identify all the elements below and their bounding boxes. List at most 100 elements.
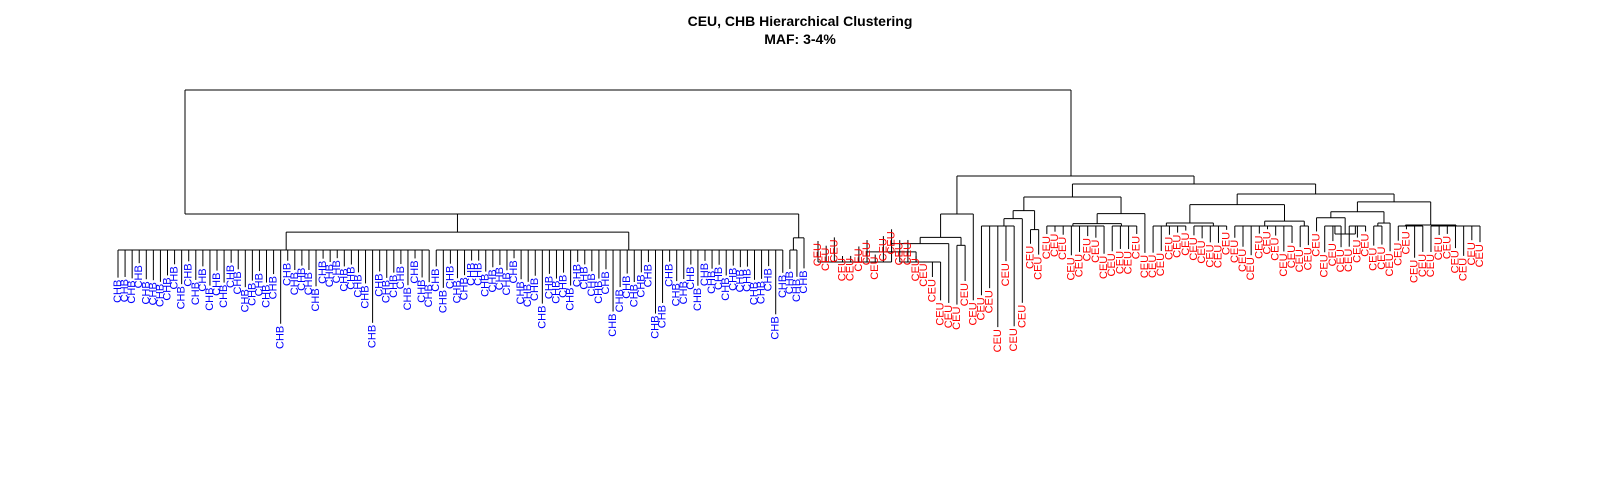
leaf-label-ceu-119: CEU xyxy=(984,290,996,313)
leaf-label-ceu-121: CEU xyxy=(1000,263,1012,286)
leaf-label-chb-86: CHB xyxy=(720,277,732,300)
leaf-label-chb-12: CHB xyxy=(197,268,209,291)
leaf-label-chb-52: CHB xyxy=(480,274,492,297)
leaf-label-chb-49: CHB xyxy=(459,277,471,300)
leaf-label-ceu-129: CEU xyxy=(1065,257,1077,280)
leaf-label-chb-67: CHB xyxy=(586,273,598,296)
leaf-label-chb-92: CHB xyxy=(763,268,775,291)
leaf-label-chb-18: CHB xyxy=(239,289,251,312)
leaf-label-chb-10: CHB xyxy=(183,263,195,286)
leaf-label-ceu-177: CEU xyxy=(1458,258,1470,281)
leaf-label-chb-84: CHB xyxy=(706,271,718,294)
leaf-label-ceu-163: CEU xyxy=(1343,249,1355,272)
leaf-label-chb-41: CHB xyxy=(402,287,414,310)
leaf-label-ceu-117: CEU xyxy=(967,302,979,325)
leaf-label-ceu-109: CEU xyxy=(902,242,914,265)
leaf-label-ceu-153: CEU xyxy=(1262,231,1274,254)
leaf-label-ceu-178: CEU xyxy=(1466,242,1478,265)
leaf-label-chb-1: CHB xyxy=(119,279,131,302)
leaf-label-chb-8: CHB xyxy=(169,266,181,289)
leaf-label-chb-43: CHB xyxy=(416,279,428,302)
leaf-label-ceu-165: CEU xyxy=(1360,233,1372,256)
leaf-label-chb-87: CHB xyxy=(727,268,739,291)
leaf-label-chb-69: CHB xyxy=(600,271,612,294)
leaf-label-chb-23: CHB xyxy=(275,326,287,349)
leaf-label-ceu-107: CEU xyxy=(886,231,898,254)
leaf-label-chb-89: CHB xyxy=(741,269,753,292)
leaf-label-chb-94: CHB xyxy=(777,275,789,298)
leaf-label-chb-72: CHB xyxy=(621,276,633,299)
leaf-label-chb-37: CHB xyxy=(374,273,386,296)
leaf-label-chb-61: CHB xyxy=(543,276,555,299)
leaf-label-chb-39: CHB xyxy=(388,275,400,298)
leaf-label-chb-7: CHB xyxy=(162,277,174,300)
leaf-label-chb-28: CHB xyxy=(310,288,322,311)
leaf-label-ceu-132: CEU xyxy=(1090,240,1102,263)
leaf-label-chb-90: CHB xyxy=(748,282,760,305)
leaf-label-chb-79: CHB xyxy=(671,283,683,306)
leaf-label-ceu-116: CEU xyxy=(959,283,971,306)
leaf-label-chb-15: CHB xyxy=(218,285,230,308)
leaf-label-ceu-114: CEU xyxy=(943,305,955,328)
leaf-label-ceu-156: CEU xyxy=(1286,245,1298,268)
leaf-label-ceu-154: CEU xyxy=(1270,238,1282,261)
leaf-label-chb-35: CHB xyxy=(360,285,372,308)
leaf-label-ceu-145: CEU xyxy=(1196,240,1208,263)
leaf-label-chb-60: CHB xyxy=(536,306,548,329)
leaf-label-ceu-162: CEU xyxy=(1335,249,1347,272)
leaf-label-ceu-147: CEU xyxy=(1212,245,1224,268)
leaf-label-ceu-167: CEU xyxy=(1376,247,1388,270)
leaf-label-chb-32: CHB xyxy=(338,268,350,291)
leaf-label-chb-2: CHB xyxy=(126,280,138,303)
leaf-label-chb-74: CHB xyxy=(635,274,647,297)
leaf-label-chb-45: CHB xyxy=(430,268,442,291)
leaf-label-chb-58: CHB xyxy=(522,284,534,307)
leaf-label-chb-80: CHB xyxy=(678,281,690,304)
leaf-label-ceu-131: CEU xyxy=(1082,238,1094,261)
leaf-label-chb-81: CHB xyxy=(685,267,697,290)
leaf-label-chb-13: CHB xyxy=(204,288,216,311)
leaf-label-ceu-161: CEU xyxy=(1327,243,1339,266)
leaf-label-chb-38: CHB xyxy=(381,280,393,303)
leaf-label-chb-64: CHB xyxy=(565,288,577,311)
leaf-label-chb-50: CHB xyxy=(466,263,478,286)
leaf-label-chb-62: CHB xyxy=(550,281,562,304)
leaf-label-chb-9: CHB xyxy=(176,286,188,309)
leaf-label-ceu-104: CEU xyxy=(861,242,873,265)
leaf-label-ceu-118: CEU xyxy=(975,297,987,320)
chart-title: CEU, CHB Hierarchical Clustering xyxy=(687,13,913,29)
leaf-label-chb-17: CHB xyxy=(232,271,244,294)
leaf-label-chb-3: CHB xyxy=(133,265,145,288)
leaf-label-chb-88: CHB xyxy=(734,269,746,292)
leaf-label-ceu-152: CEU xyxy=(1253,236,1265,259)
leaf-label-ceu-99: CEU xyxy=(820,248,832,271)
leaf-label-chb-56: CHB xyxy=(508,260,520,283)
leaf-label-ceu-179: CEU xyxy=(1474,244,1486,267)
leaf-label-ceu-135: CEU xyxy=(1114,251,1126,274)
leaf-label-chb-66: CHB xyxy=(579,266,591,289)
leaf-label-ceu-155: CEU xyxy=(1278,253,1290,276)
leaf-label-chb-20: CHB xyxy=(253,273,265,296)
leaf-label-ceu-168: CEU xyxy=(1384,253,1396,276)
leaf-label-ceu-103: CEU xyxy=(853,248,865,271)
leaf-label-ceu-111: CEU xyxy=(918,263,930,286)
leaf-label-chb-70: CHB xyxy=(607,314,619,337)
leaf-label-ceu-101: CEU xyxy=(837,258,849,281)
leaf-label-chb-40: CHB xyxy=(395,266,407,289)
leaf-label-chb-73: CHB xyxy=(628,284,640,307)
leaf-label-chb-0: CHB xyxy=(112,280,124,303)
leaf-label-chb-65: CHB xyxy=(572,264,584,287)
leaf-label-ceu-108: CEU xyxy=(894,242,906,265)
leaf-label-chb-30: CHB xyxy=(324,264,336,287)
leaf-label-ceu-130: CEU xyxy=(1074,254,1086,277)
leaf-label-chb-19: CHB xyxy=(246,283,258,306)
leaf-label-ceu-136: CEU xyxy=(1123,251,1135,274)
leaf-label-ceu-98: CEU xyxy=(812,243,824,266)
leaf-label-ceu-175: CEU xyxy=(1441,236,1453,259)
leaf-label-ceu-160: CEU xyxy=(1319,254,1331,277)
leaf-label-ceu-113: CEU xyxy=(935,302,947,325)
leaf-label-ceu-172: CEU xyxy=(1417,254,1429,277)
leaf-label-ceu-100: CEU xyxy=(828,239,840,262)
leaf-label-chb-83: CHB xyxy=(699,263,711,286)
